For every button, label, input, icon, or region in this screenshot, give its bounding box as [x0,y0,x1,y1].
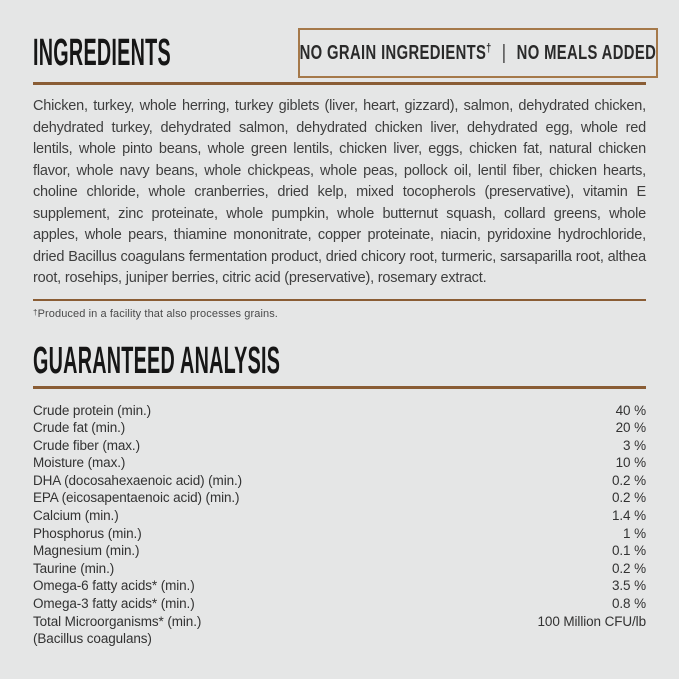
analysis-value: 20 % [615,420,646,436]
analysis-value: 1.4 % [611,508,646,524]
analysis-label: Crude fat (min.) [33,420,126,436]
grains-footnote: †Produced in a facility that also proces… [33,308,646,320]
analysis-value: 0.2 % [611,560,646,576]
analysis-row: Taurine (min.) 0.2 % [33,560,646,578]
analysis-row: (Bacillus coagulans) [33,630,646,648]
analysis-row: Crude fiber (max.) 3 % [33,437,646,455]
analysis-row: EPA (eicosapentaenoic acid) (min.) 0.2 % [33,489,646,507]
analysis-value: 3 % [623,437,646,453]
analysis-label: Taurine (min.) [33,560,115,576]
footnote-dagger-mark: † [33,307,38,317]
analysis-value: 0.1 % [611,543,646,559]
analysis-row: Omega-3 fatty acids* (min.) 0.8 % [33,595,646,613]
ingredients-header: INGREDIENTS NO GRAIN INGREDIENTS† | NO M… [33,28,659,78]
footnote-divider-rule [33,298,646,301]
analysis-row: DHA (docosahexaenoic acid) (min.) 0.2 % [33,472,646,490]
analysis-label: Crude fiber (max.) [33,437,140,453]
analysis-row: Calcium (min.) 1.4 % [33,507,646,525]
guaranteed-analysis-title: GUARANTEED ANALYSIS [33,342,646,380]
footnote-text: Produced in a facility that also process… [37,307,278,320]
analysis-row: Phosphorus (min.) 1 % [33,525,646,543]
analysis-label: Total Microorganisms* (min.) [33,613,202,629]
guaranteed-analysis-table: Crude protein (min.) 40 % Crude fat (min.… [33,402,646,648]
analysis-label: Omega-6 fatty acids* (min.) [33,578,195,594]
analysis-label: DHA (docosahexaenoic acid) (min.) [33,472,243,488]
ingredients-title: INGREDIENTS [33,34,298,72]
analysis-value: 10 % [615,455,646,471]
analysis-row: Crude protein (min.) 40 % [33,402,646,420]
analysis-row: Moisture (max.) 10 % [33,454,646,472]
badge-dagger-mark: † [486,40,492,55]
analysis-label: Calcium (min.) [33,508,119,524]
guaranteed-analysis-title-text: GUARANTEED ANALYSIS [33,339,281,382]
analysis-label: Crude protein (min.) [33,402,152,418]
analysis-label: (Bacillus coagulans) [33,631,152,647]
analysis-label: Moisture (max.) [33,455,126,471]
header-divider-rule [33,82,646,85]
analysis-value: 0.8 % [611,596,646,612]
analysis-label: Omega-3 fatty acids* (min.) [33,596,195,612]
no-grain-badge-text: NO GRAIN INGREDIENTS† | NO MEALS ADDED [300,42,656,65]
analysis-row: Total Microorganisms* (min.) 100 Million … [33,613,646,631]
analysis-row: Crude fat (min.) 20 % [33,419,646,437]
analysis-value: 100 Million CFU/lb [537,613,647,629]
badge-right-text: NO MEALS ADDED [516,41,657,64]
product-label-panel: INGREDIENTS NO GRAIN INGREDIENTS† | NO M… [33,28,659,648]
badge-separator: | [502,41,507,64]
analysis-row: Omega-6 fatty acids* (min.) 3.5 % [33,577,646,595]
analysis-value: 0.2 % [611,472,646,488]
analysis-value: 0.2 % [611,490,646,506]
badge-left-text: NO GRAIN INGREDIENTS [299,41,487,64]
analysis-label: EPA (eicosapentaenoic acid) (min.) [33,490,240,506]
ingredients-paragraph: Chicken, turkey, whole herring, turkey g… [33,98,646,286]
analysis-value: 40 % [615,402,646,418]
analysis-divider-rule [33,385,646,389]
analysis-label: Magnesium (min.) [33,543,140,559]
analysis-label: Phosphorus (min.) [33,525,142,541]
no-grain-badge: NO GRAIN INGREDIENTS† | NO MEALS ADDED [298,28,659,78]
analysis-row: Magnesium (min.) 0.1 % [33,542,646,560]
ingredients-title-text: INGREDIENTS [33,32,171,74]
analysis-value: 1 % [623,525,646,541]
analysis-value: 3.5 % [611,578,646,594]
